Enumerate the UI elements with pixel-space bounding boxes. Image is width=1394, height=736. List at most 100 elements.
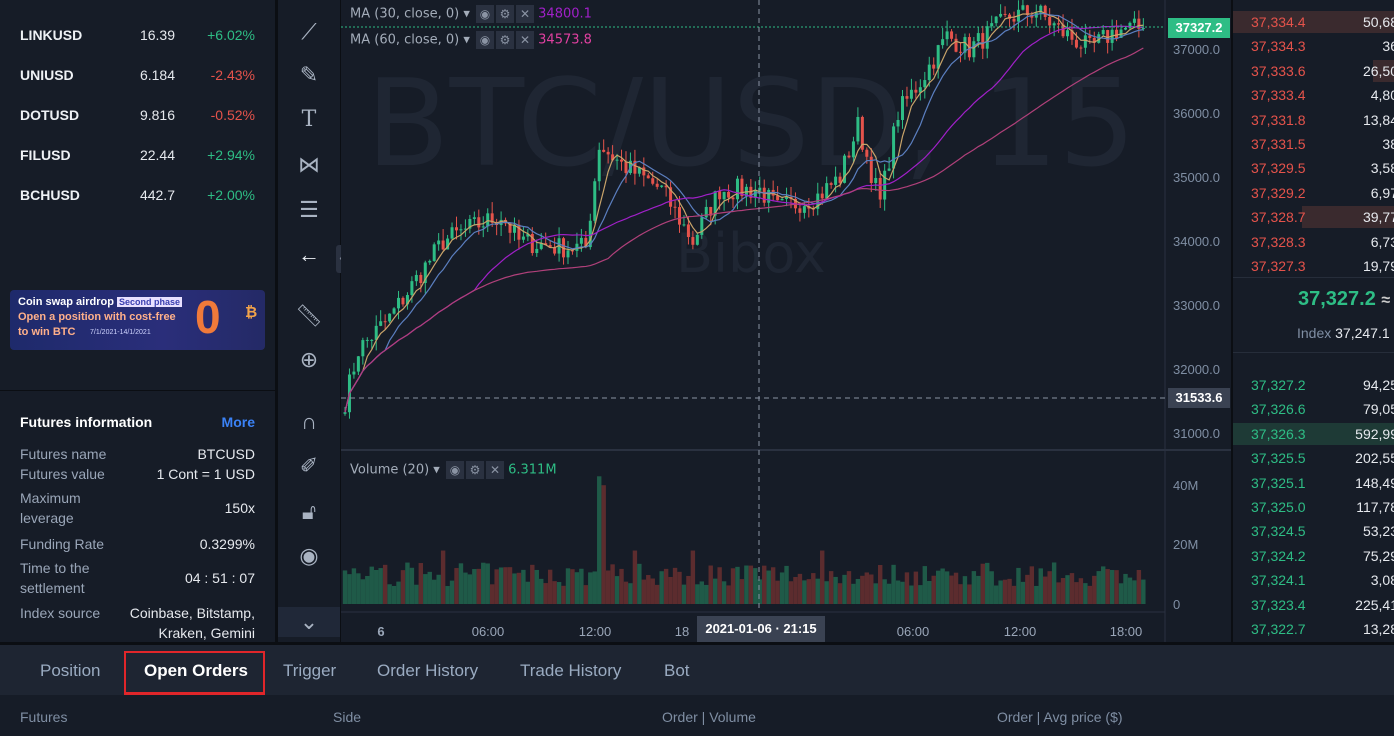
eye-icon[interactable]: ◉ (476, 31, 495, 49)
volume-bar (427, 571, 432, 604)
ask-row[interactable]: 37,331.5 38 (1233, 133, 1394, 155)
ma60-label[interactable]: MA (60, close, 0) (350, 32, 460, 48)
bid-row[interactable]: 37,324.2 75,29 (1233, 545, 1394, 567)
banner-dates: 7/1/2021-14/1/2021 (90, 329, 151, 336)
tab-trade-history[interactable]: Trade History (520, 661, 622, 680)
brush-icon[interactable]: ✎ (299, 62, 319, 87)
volume-bar (1047, 571, 1052, 604)
market-row[interactable]: FILUSD 22.44 +2.94% (0, 147, 275, 167)
bid-row[interactable]: 37,322.7 13,28 (1233, 618, 1394, 640)
price-chart[interactable]: BTC/USD, 15 Bibox 37000.0 36000.0 35000.0 340… (341, 0, 1231, 642)
tab-open-orders[interactable]: Open Orders (144, 661, 248, 680)
volume-bar (347, 574, 352, 604)
volume-bar (860, 575, 865, 604)
bid-row[interactable]: 37,325.1 148,49 (1233, 472, 1394, 494)
eye-icon[interactable]: ◉ (299, 543, 319, 568)
volume-bar (873, 583, 878, 604)
gear-icon[interactable]: ⚙ (496, 31, 515, 49)
close-icon[interactable]: ✕ (516, 31, 535, 49)
close-icon[interactable]: ✕ (485, 461, 504, 479)
tab-position[interactable]: Position (40, 661, 101, 680)
volume-label[interactable]: Volume (20) (350, 462, 430, 478)
bid-row[interactable]: 37,325.5 202,55 (1233, 447, 1394, 469)
market-row[interactable]: LINKUSD 16.39 +6.02% (0, 27, 275, 47)
ruler-icon[interactable]: 📏︎ (295, 303, 323, 328)
chart-canvas[interactable]: BTC/USD, 15 Bibox 37000.0 36000.0 35000.0 340… (341, 0, 1231, 642)
volume-bar (365, 575, 370, 604)
volume-bar (592, 571, 597, 604)
bid-row[interactable]: 37,326.3 592,99 (1233, 422, 1394, 445)
gear-icon[interactable]: ⚙ (496, 5, 515, 23)
candle-body (825, 183, 829, 199)
bid-row[interactable]: 37,327.2 94,25 (1233, 374, 1394, 396)
candle-body (446, 238, 450, 250)
column-header[interactable]: Order | Volume (662, 709, 756, 725)
ask-volume: 50,68 (1362, 14, 1394, 30)
volume-bar (503, 567, 508, 604)
eye-icon[interactable]: ◉ (445, 461, 464, 479)
ask-price: 37,328.7 (1251, 209, 1306, 226)
unlock-icon[interactable]: 🔓︎ (301, 499, 317, 524)
ask-row[interactable]: 37,334.4 50,68 (1233, 11, 1394, 33)
trend-line-icon[interactable]: ⟋ (301, 19, 317, 44)
promo-banner[interactable]: Coin swap airdrop Second phase Open a po… (10, 290, 265, 350)
ask-price: 37,329.2 (1251, 184, 1306, 201)
more-link[interactable]: More (221, 414, 255, 430)
bid-row[interactable]: 37,325.0 117,78 (1233, 496, 1394, 518)
back-arrow-icon[interactable]: ← (298, 242, 320, 267)
gear-icon[interactable]: ⚙ (465, 461, 484, 479)
time-tick-label: 12:00 (1004, 624, 1037, 639)
volume-bar (922, 566, 927, 604)
ask-row[interactable]: 37,334.3 36 (1233, 35, 1394, 57)
magnet-icon[interactable]: ∩ (301, 409, 317, 434)
column-header[interactable]: Side (333, 709, 362, 725)
candle-body (588, 220, 592, 248)
market-row[interactable]: BCHUSD 442.7 +2.00% (0, 187, 275, 207)
candle-body (990, 23, 994, 27)
ask-row[interactable]: 37,333.6 26,50 (1233, 59, 1394, 82)
bid-row[interactable]: 37,323.4 225,41 (1233, 594, 1394, 616)
layers-icon[interactable]: ⌄ (278, 607, 340, 637)
ask-row[interactable]: 37,327.3 19,79 (1233, 255, 1394, 277)
close-icon[interactable]: ✕ (516, 5, 535, 23)
candle-body (651, 178, 655, 184)
pattern-icon[interactable]: ⋈ (298, 152, 320, 177)
ma30-label[interactable]: MA (30, close, 0) (350, 6, 460, 22)
ask-row[interactable]: 37,329.5 3,58 (1233, 157, 1394, 179)
volume-bar (539, 578, 544, 604)
text-icon[interactable]: T (301, 107, 317, 132)
tab-trigger[interactable]: Trigger (283, 661, 337, 680)
tab-order-history[interactable]: Order History (377, 661, 479, 680)
bid-row[interactable]: 37,324.5 53,23 (1233, 520, 1394, 542)
volume-bar (828, 571, 834, 604)
zoom-in-icon[interactable]: ⊕ (299, 347, 319, 372)
ask-row[interactable]: 37,328.7 39,77 (1233, 206, 1394, 229)
market-change: +2.94% (207, 147, 255, 163)
ask-row[interactable]: 37,329.2 6,97 (1233, 182, 1394, 204)
volume-bar (935, 570, 941, 604)
column-header[interactable]: Futures (20, 709, 68, 725)
ask-row[interactable]: 37,331.8 13,84 (1233, 109, 1394, 131)
column-header[interactable]: Order | Avg price ($) (997, 709, 1123, 725)
bid-row[interactable]: 37,326.6 79,05 (1233, 398, 1394, 420)
volume-bar (418, 563, 424, 604)
candle-body (379, 321, 383, 326)
eye-icon[interactable]: ◉ (476, 5, 495, 23)
volume-bar (762, 565, 767, 604)
tab-bot[interactable]: Bot (664, 661, 690, 680)
bid-row[interactable]: 37,324.1 3,08 (1233, 569, 1394, 591)
volume-bar (721, 581, 727, 604)
ask-volume: 3,58 (1370, 160, 1394, 177)
ask-volume: 4,80 (1370, 87, 1394, 104)
ask-row[interactable]: 37,333.4 4,80 (1233, 84, 1394, 106)
market-row[interactable]: UNIUSD 6.184 -2.43% (0, 67, 275, 87)
volume-bar (659, 571, 664, 604)
futures-info-title: Futures information (20, 414, 153, 430)
volume-bar (962, 576, 968, 604)
volume-bar (918, 585, 923, 604)
lock-drawing-icon[interactable]: ✐ (299, 453, 319, 478)
ask-row[interactable]: 37,328.3 6,73 (1233, 231, 1394, 253)
ma60-line (344, 47, 1144, 413)
market-row[interactable]: DOTUSD 9.816 -0.52% (0, 107, 275, 127)
fib-icon[interactable]: ☰ (299, 197, 319, 222)
